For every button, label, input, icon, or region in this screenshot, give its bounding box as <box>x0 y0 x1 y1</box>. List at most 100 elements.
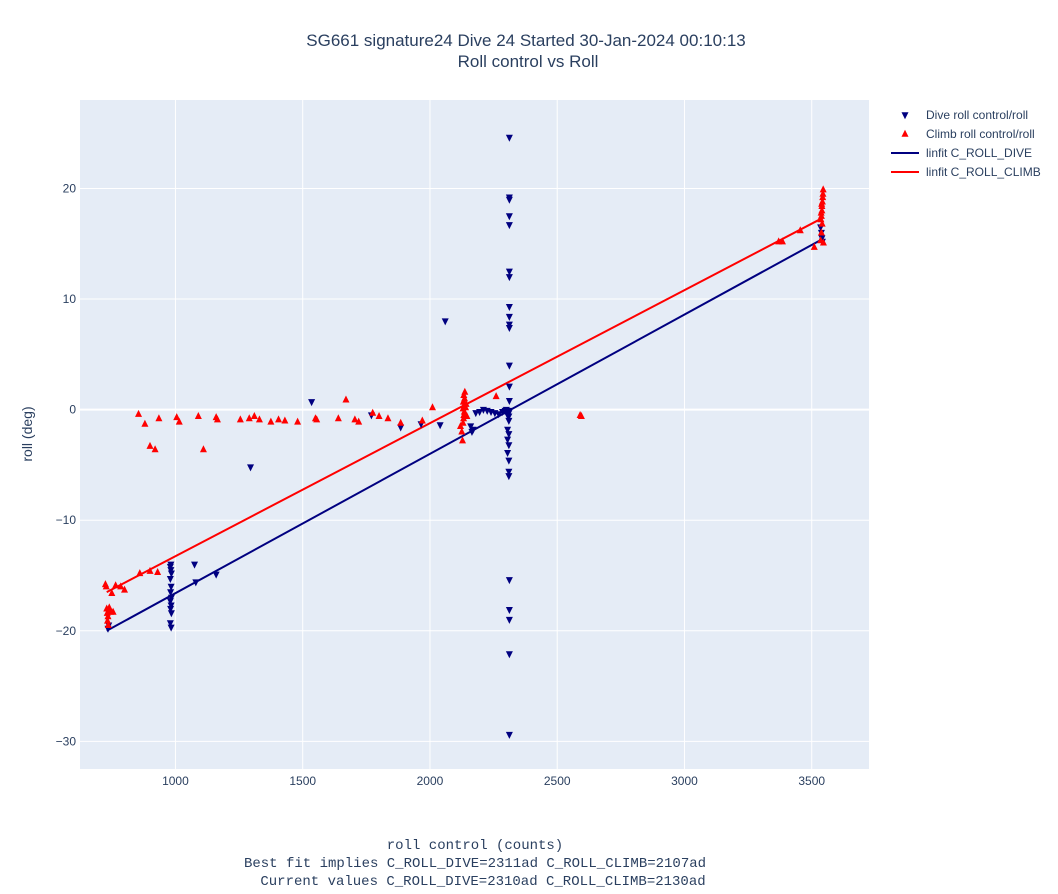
dive-point <box>397 424 405 432</box>
climb-point <box>146 566 154 574</box>
x-tick-label: 3500 <box>798 774 825 788</box>
climb-point <box>819 238 827 246</box>
climb-point <box>817 208 825 216</box>
dive-point <box>247 464 255 472</box>
dive-point <box>167 570 175 578</box>
dive-point <box>504 436 512 444</box>
climb-point <box>459 436 467 444</box>
dive-point <box>505 313 513 321</box>
climb-point <box>199 445 207 453</box>
dive-point <box>167 605 175 613</box>
climb-point <box>121 585 129 593</box>
legend-item[interactable]: linfit C_ROLL_CLIMB <box>891 165 1041 179</box>
y-tick-label: 10 <box>63 292 77 306</box>
climb-point <box>313 415 321 423</box>
y-tick-label: 0 <box>69 403 76 417</box>
legend-label: Dive roll control/roll <box>926 108 1028 122</box>
climb-point <box>213 415 221 423</box>
dive-point <box>505 468 513 476</box>
y-axis-label: roll (deg) <box>19 406 35 461</box>
grid-lines <box>80 100 869 769</box>
dive-point <box>191 561 199 569</box>
x-tick-label: 3000 <box>671 774 698 788</box>
climb-point <box>173 413 181 421</box>
y-tick-label: −20 <box>56 624 77 638</box>
climb-point <box>458 427 466 435</box>
climb-point <box>236 415 244 423</box>
climb-point <box>418 416 426 424</box>
climb-point <box>810 242 818 250</box>
dive-point <box>505 606 513 614</box>
chart-title: SG661 signature24 Dive 24 Started 30-Jan… <box>306 31 745 50</box>
dive-point <box>167 610 175 618</box>
chart-subtitle: Roll control vs Roll <box>458 52 599 71</box>
climb-point <box>141 419 149 427</box>
climb-point <box>459 418 467 426</box>
climb-point <box>369 408 377 416</box>
climb-point <box>136 569 144 577</box>
dive-point <box>495 411 503 419</box>
legend-item[interactable]: linfit C_ROLL_DIVE <box>891 146 1032 160</box>
best-fit-note: Best fit implies C_ROLL_DIVE=2311ad C_RO… <box>244 856 706 872</box>
climb-point <box>245 414 253 422</box>
legend[interactable]: Dive roll control/roll Climb roll control… <box>891 108 1041 179</box>
dive-point <box>505 274 513 282</box>
dive-point <box>505 268 513 276</box>
climb-point <box>275 415 283 423</box>
climb-point <box>492 392 500 400</box>
dive-point <box>167 583 175 591</box>
climb-point <box>818 219 826 227</box>
legend-item[interactable]: Climb roll control/roll <box>901 127 1035 141</box>
climb-point <box>146 441 154 449</box>
climb-point <box>577 412 585 420</box>
climb-point <box>817 228 825 236</box>
dive-point <box>505 431 513 439</box>
dive-point <box>212 571 220 579</box>
dive-point <box>166 598 174 606</box>
climb-point <box>194 412 202 420</box>
y-axis-ticks: −30 −20 −10 0 10 20 <box>56 181 77 748</box>
legend-marker <box>901 129 909 137</box>
dive-point <box>505 222 513 230</box>
dive-point <box>505 417 513 425</box>
dive-point <box>167 561 175 569</box>
dive-point <box>436 422 444 430</box>
legend-item[interactable]: Dive roll control/roll <box>901 108 1029 122</box>
dive-point <box>192 579 200 587</box>
legend-marker <box>901 112 909 120</box>
dive-point <box>505 383 513 391</box>
dive-point <box>441 318 449 326</box>
dive-point <box>505 134 513 142</box>
dive-point <box>505 303 513 311</box>
dive-point <box>166 576 174 584</box>
climb-point <box>429 403 437 411</box>
dive-point <box>308 399 316 407</box>
climb-point <box>461 387 469 395</box>
climb-point <box>255 415 263 423</box>
dive-point <box>505 577 513 585</box>
dive-point <box>505 362 513 370</box>
climb-point <box>778 237 786 245</box>
fit-line-dive <box>106 238 823 632</box>
dive-point <box>505 196 513 204</box>
climb-point <box>281 416 289 424</box>
data-points <box>101 134 827 739</box>
climb-point <box>112 581 120 589</box>
climb-point <box>155 414 163 422</box>
climb-point <box>103 616 111 624</box>
climb-point <box>250 412 258 420</box>
climb-point <box>102 582 110 590</box>
dive-point <box>167 624 175 632</box>
climb-point <box>108 588 116 596</box>
climb-point <box>104 612 112 620</box>
x-tick-label: 2500 <box>544 774 571 788</box>
dive-point <box>505 616 513 624</box>
y-tick-label: −30 <box>56 734 77 748</box>
dive-point <box>505 473 513 481</box>
dive-point <box>505 457 513 465</box>
climb-point <box>342 395 350 403</box>
plot-area <box>80 100 869 769</box>
climb-point <box>334 414 342 422</box>
dive-point <box>505 213 513 221</box>
